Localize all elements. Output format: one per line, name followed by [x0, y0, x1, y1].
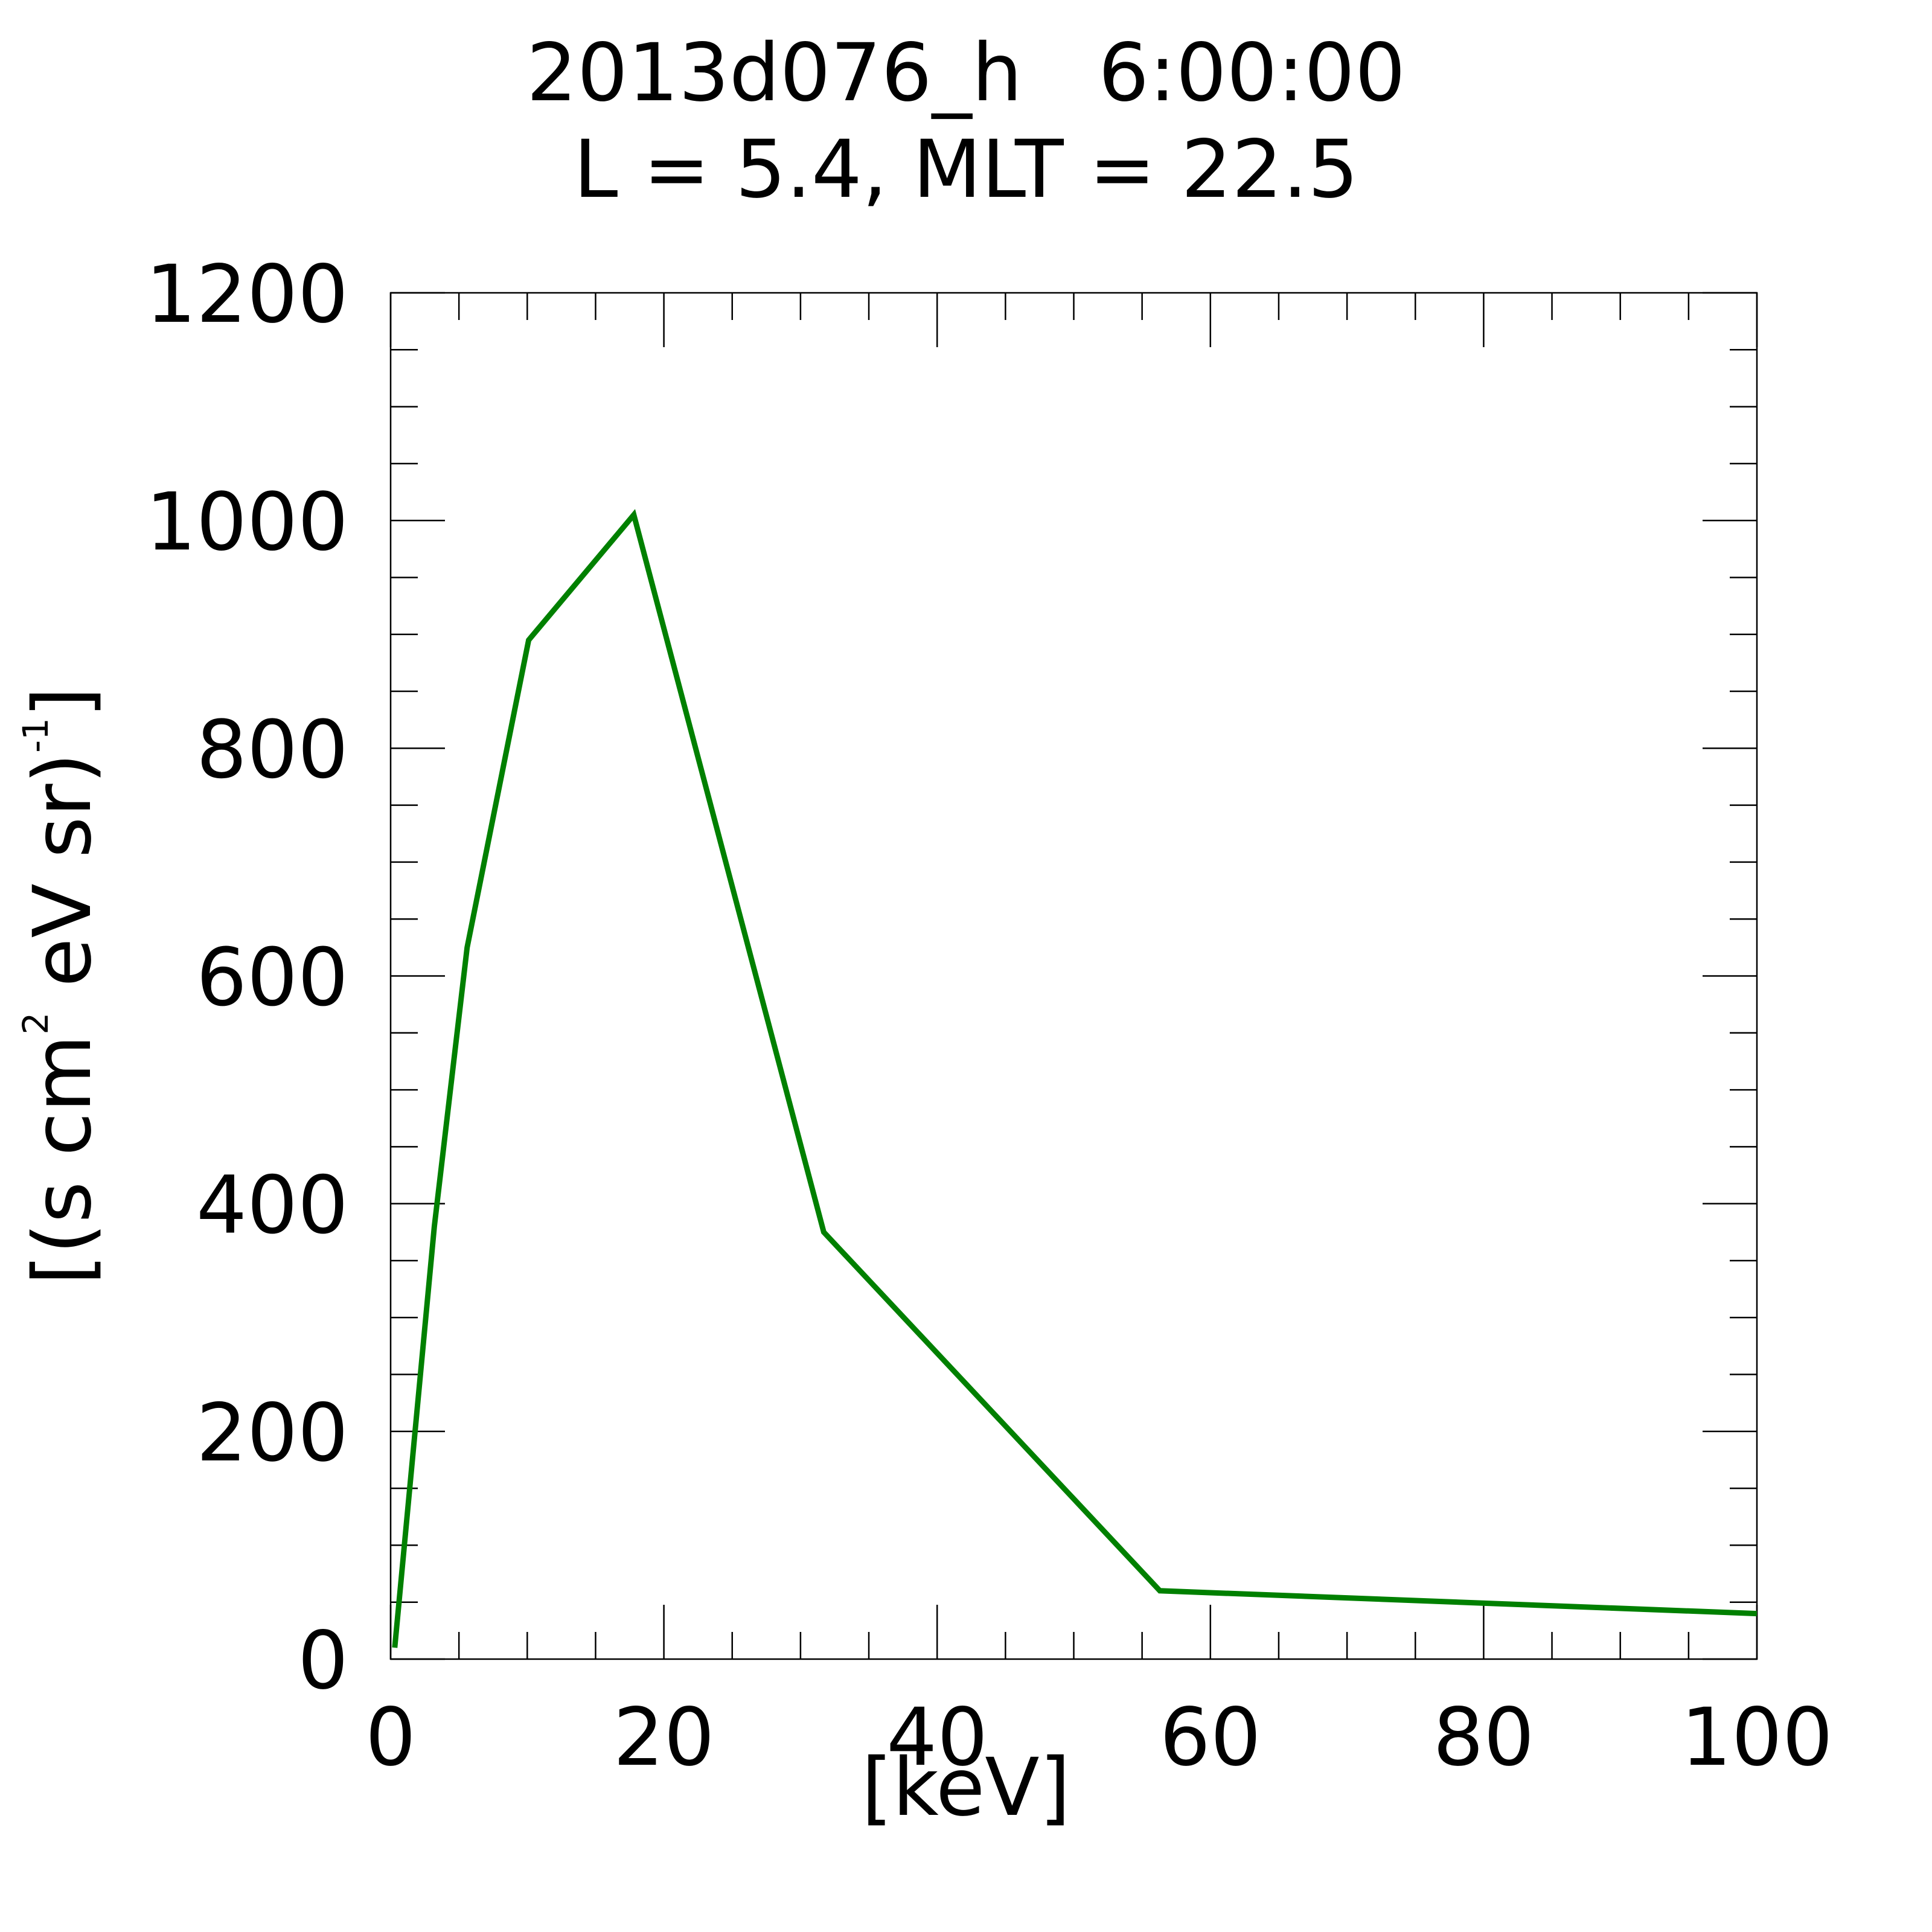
x-tick-label: 100: [1681, 1691, 1833, 1784]
y-axis-label-exponent-minus-1: -1: [15, 717, 56, 753]
y-axis-label-part1: [(s cm: [16, 1034, 109, 1285]
x-axis-label: [keV]: [861, 1741, 1071, 1834]
y-tick-label: 0: [298, 1614, 348, 1707]
y-tick-label: 800: [196, 703, 348, 796]
series-group: [392, 509, 1758, 1648]
x-tick-label: 60: [1160, 1691, 1261, 1784]
y-tick-label: 1200: [146, 248, 348, 341]
x-tick-label: 40: [886, 1691, 988, 1784]
chart-title: 2013d076_h 6:00:00: [526, 27, 1406, 120]
chart-subtitle: L = 5.4, MLT = 22.5: [573, 123, 1359, 216]
plot-frame: [389, 292, 1758, 1660]
y-tick-label: 600: [196, 932, 348, 1025]
x-tick-label: 0: [365, 1691, 416, 1784]
y-tick-label: 1000: [146, 476, 348, 569]
y-axis-label-exponent-2: 2: [15, 1012, 56, 1035]
y-tick-label: 400: [196, 1159, 348, 1252]
x-tick-label: 20: [613, 1691, 715, 1784]
x-tick-label: 80: [1433, 1691, 1534, 1784]
y-tick-label: 200: [196, 1387, 348, 1480]
tick-marks: [389, 292, 1758, 1660]
series-line: [392, 509, 1758, 1648]
y-axis-label-part3: ]: [16, 686, 109, 718]
y-axis-label-part2: eV sr): [16, 752, 109, 1012]
